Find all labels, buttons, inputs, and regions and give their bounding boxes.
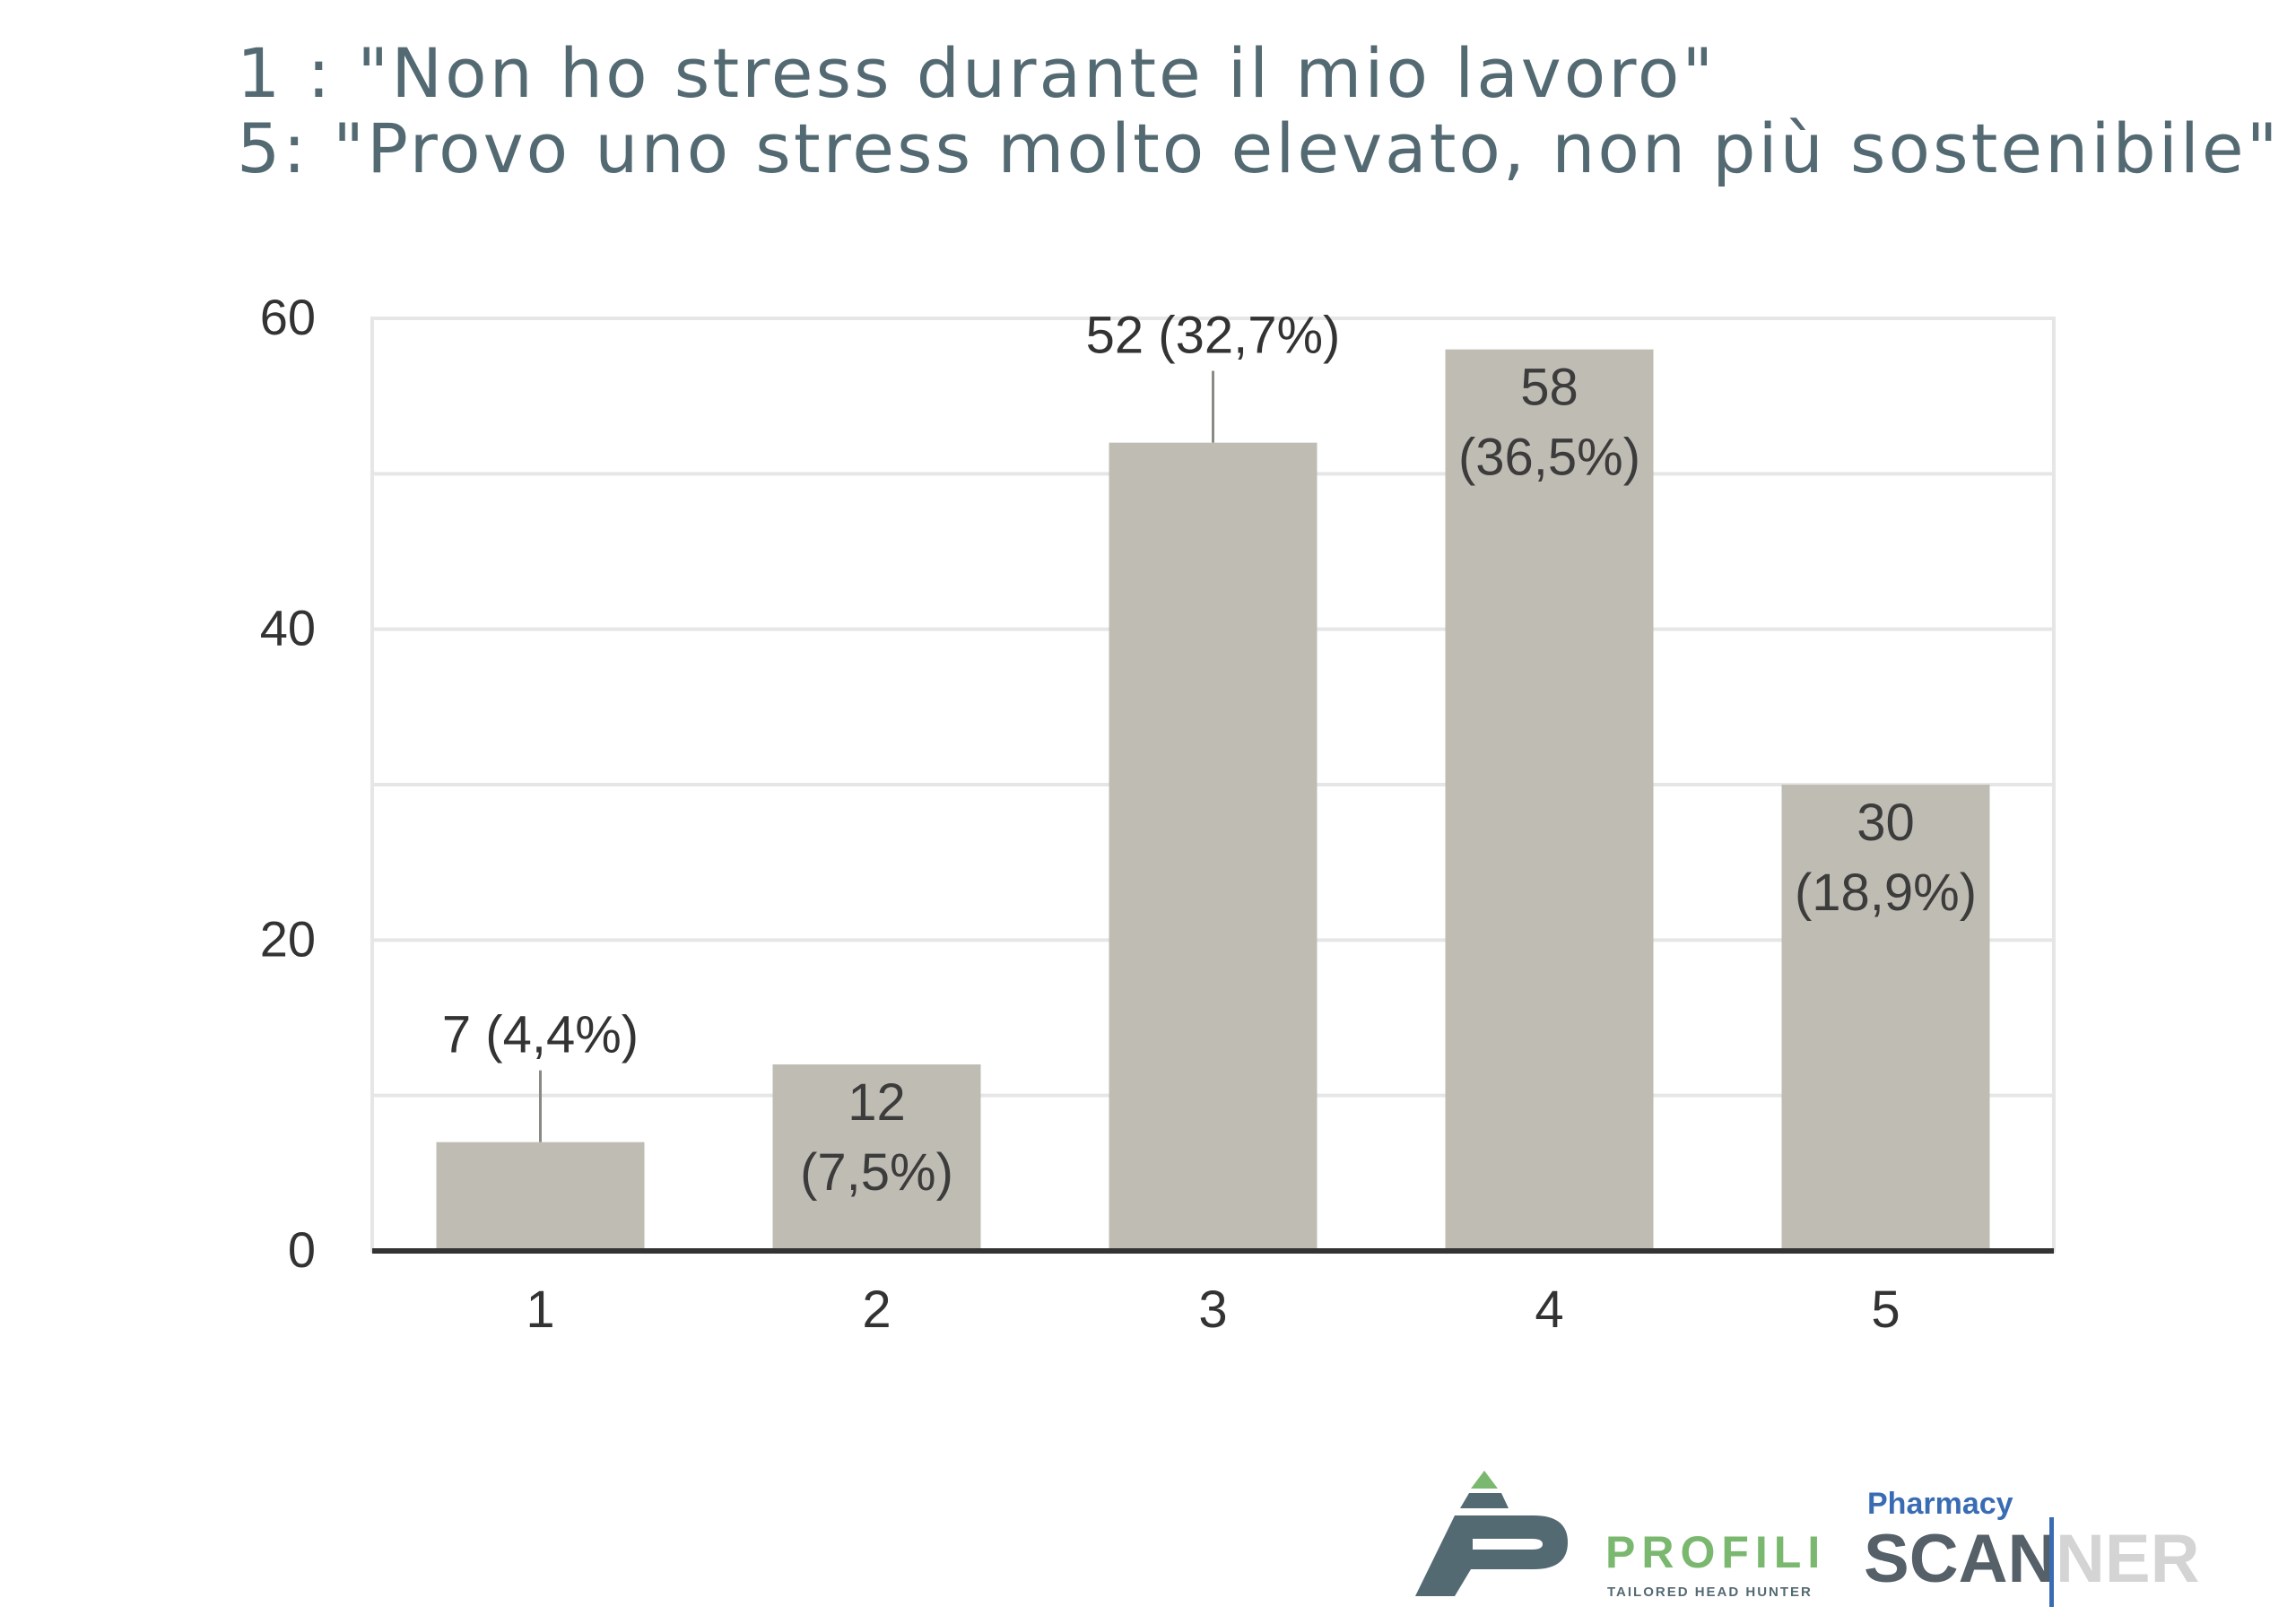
title-line-2: 5: "Provo uno stress molto elevato, non … [237, 109, 2281, 188]
profili-tagline: TAILORED HEAD HUNTER [1607, 1585, 1813, 1600]
scanner-top-label: Pharmacy [1867, 1487, 2013, 1521]
data-label: 30 [1857, 794, 1915, 852]
data-label: 7 (4,4%) [442, 1006, 639, 1064]
x-tick-label: 4 [1535, 1281, 1563, 1339]
bar [1109, 442, 1318, 1252]
profili-name: PROFILI [1605, 1527, 1826, 1577]
x-tick-label: 5 [1871, 1281, 1900, 1339]
y-tick-label: 60 [260, 289, 316, 345]
y-tick-label: 0 [288, 1221, 316, 1278]
y-tick-label: 40 [260, 600, 316, 656]
profili-mark-top [1471, 1471, 1498, 1489]
data-label: (18,9%) [1795, 864, 1977, 922]
data-label: (36,5%) [1458, 429, 1640, 487]
bar [436, 1142, 645, 1251]
x-tick-label: 1 [526, 1281, 554, 1339]
profili-mark-icon [1415, 1471, 1568, 1596]
title-line-1: 1 : "Non ho stress durante il mio lavoro… [237, 33, 1717, 113]
bar [1445, 349, 1654, 1252]
scanner-left-label: SCAN [1864, 1521, 2057, 1597]
bar-chart: 0 20 40 60 7 (4,4%) 1 12 (7,5%) 2 52 (32,7%) 3 58 (3… [260, 289, 2056, 1339]
data-label: 12 [848, 1073, 906, 1132]
chart-title: 1 : "Non ho stress durante il mio lavoro… [237, 36, 2281, 187]
x-tick-label: 3 [1198, 1281, 1227, 1339]
scanner-right-label: NER [2056, 1521, 2199, 1597]
profili-mark-base [1415, 1515, 1568, 1596]
y-tick-label: 20 [260, 910, 316, 967]
bar [772, 1064, 981, 1251]
scanner-divider [2049, 1517, 2054, 1607]
data-label: (7,5%) [800, 1143, 953, 1202]
bar [1781, 785, 1990, 1251]
x-tick-label: 2 [862, 1281, 891, 1339]
profili-mark-middle [1460, 1493, 1509, 1508]
profili-logo: PROFILI TAILORED HEAD HUNTER [1415, 1471, 1826, 1600]
logos: PROFILI TAILORED HEAD HUNTER Pharmacy SC… [1415, 1471, 2199, 1607]
data-label: 52 (32,7%) [1086, 307, 1341, 365]
data-label: 58 [1520, 359, 1578, 417]
pharmacy-scanner-logo: Pharmacy SCAN NER [1864, 1487, 2199, 1607]
